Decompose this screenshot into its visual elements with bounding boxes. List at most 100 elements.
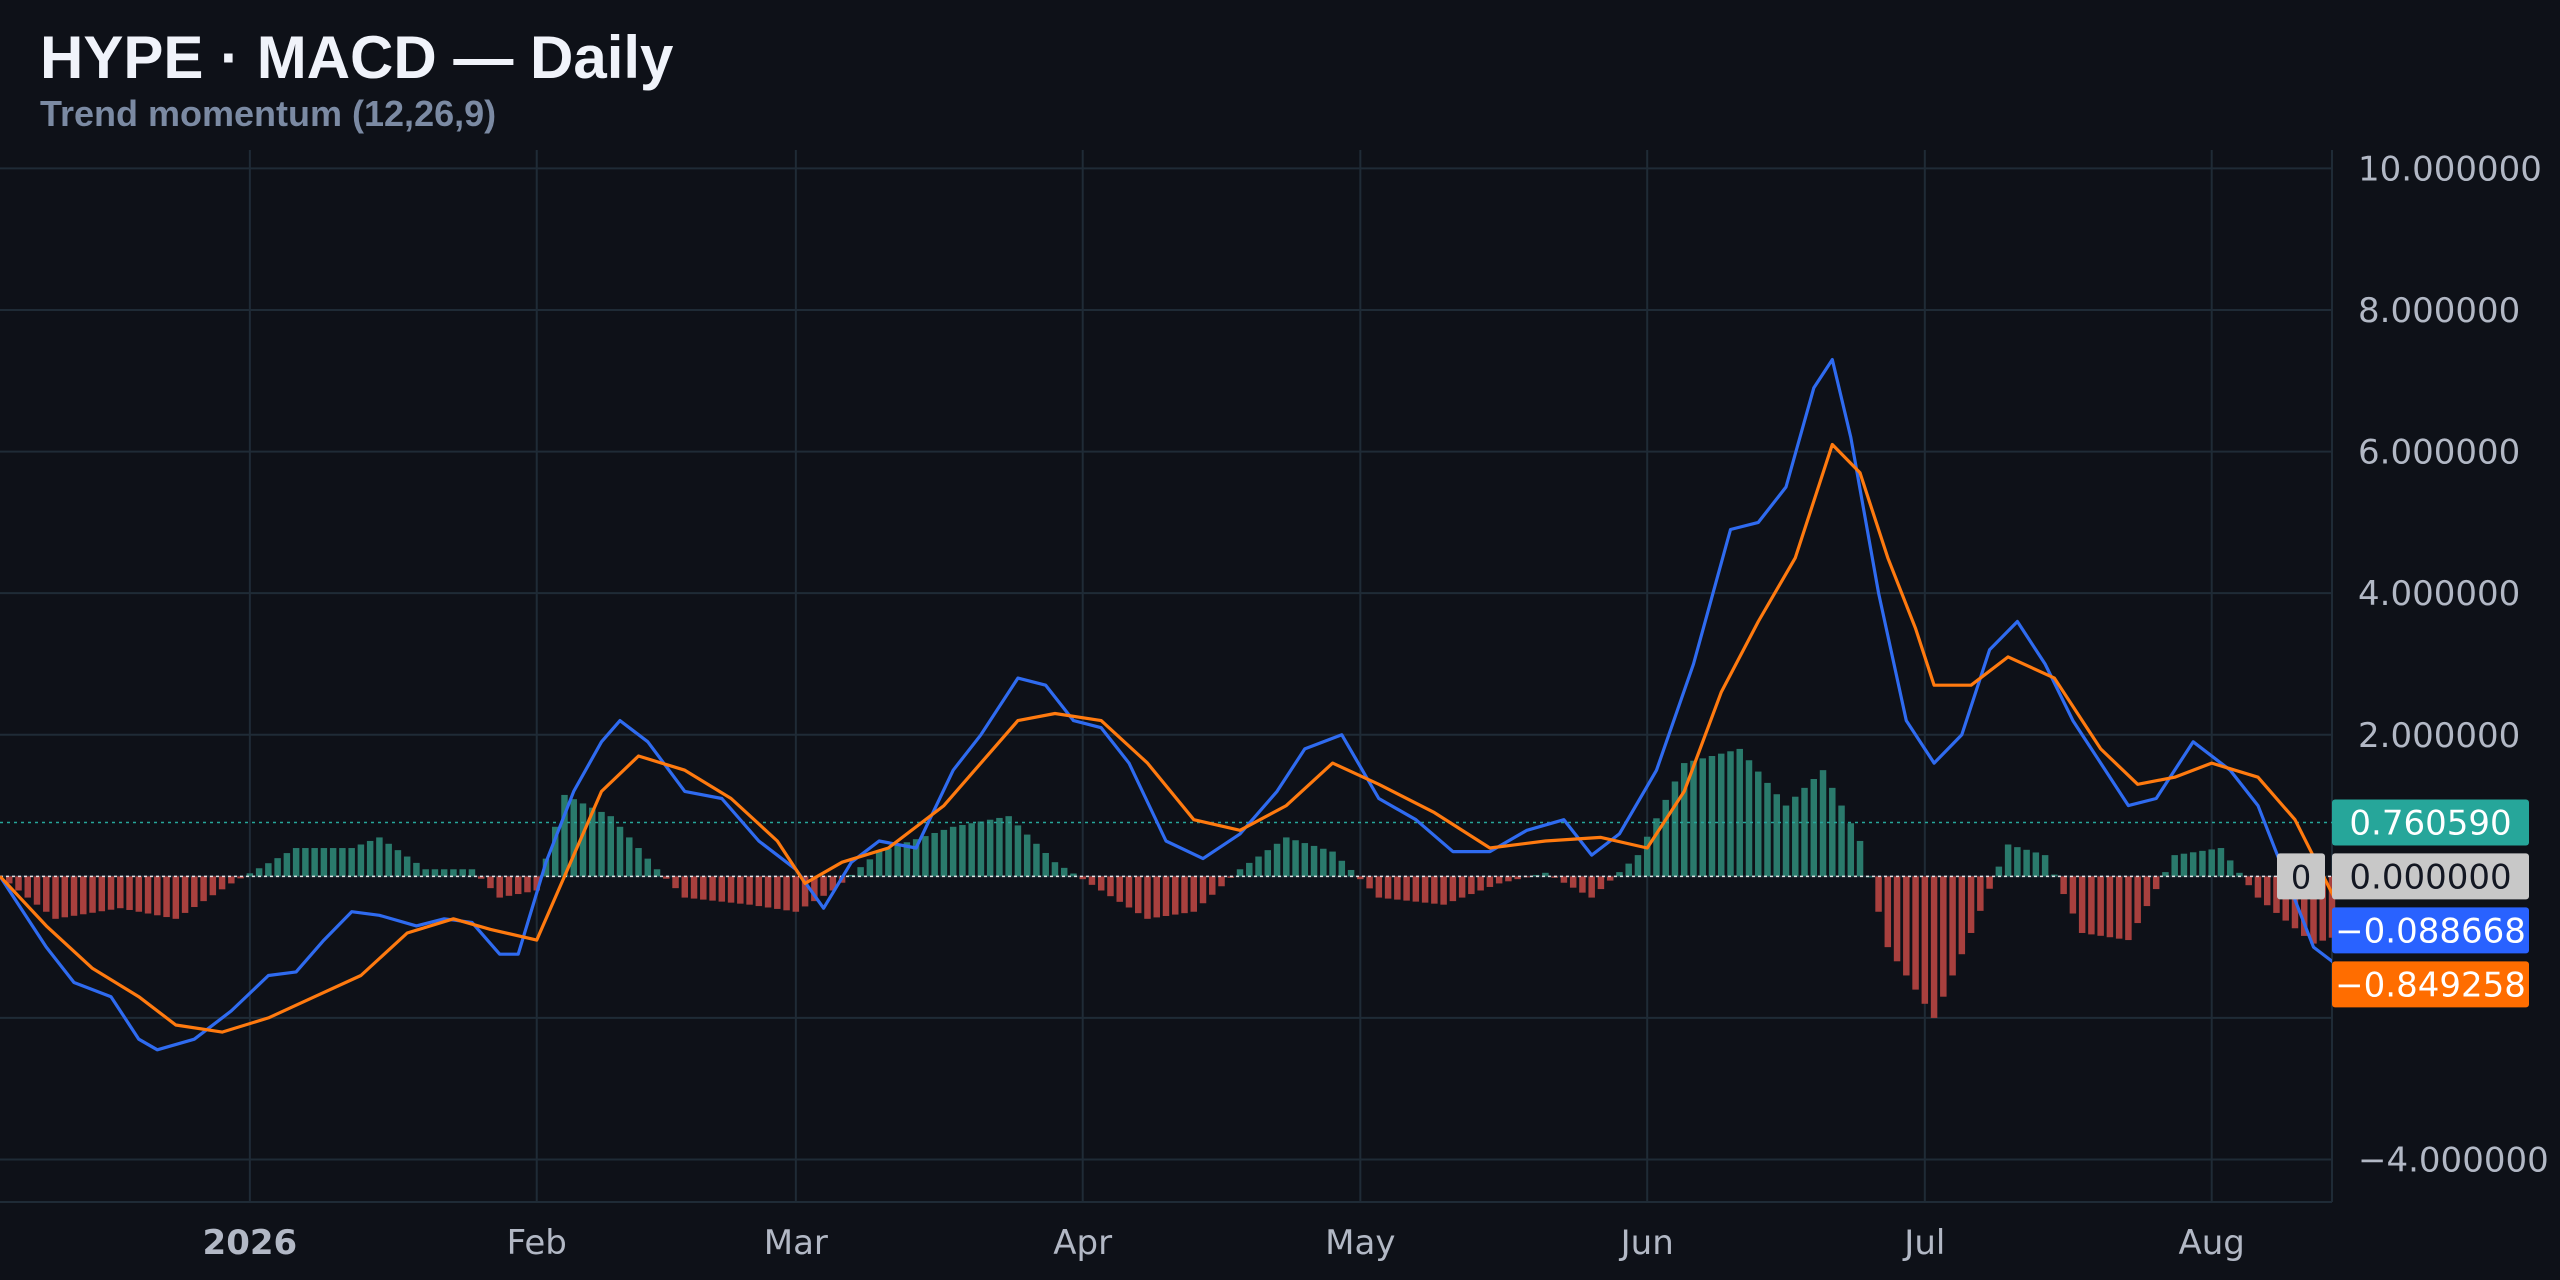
histogram-bar [2134, 876, 2141, 924]
histogram-bar [1671, 781, 1679, 877]
histogram-bar [1403, 876, 1410, 901]
value-tag-bg [2332, 799, 2529, 846]
histogram-bar [885, 848, 892, 877]
x-tick-label: Apr [1053, 1223, 1112, 1263]
histogram-bar [1421, 876, 1429, 903]
histogram-bar [163, 876, 170, 918]
histogram-bar [1125, 876, 1133, 908]
histogram-bar [1579, 876, 1586, 893]
histogram-bar [302, 848, 309, 877]
histogram-bar [1338, 860, 1346, 877]
histogram-bar [977, 821, 985, 877]
histogram-bar [2273, 876, 2280, 913]
histogram-bar [1847, 823, 1855, 877]
histogram-bar [727, 876, 735, 903]
value-tag-label: 0.760590 [2349, 804, 2511, 844]
histogram-bar [1680, 763, 1688, 877]
histogram-bar [126, 876, 133, 910]
histogram-bar [2004, 844, 2012, 877]
histogram-bar [2328, 876, 2336, 938]
histogram-bar [783, 876, 790, 911]
chart-title: HYPE · MACD — Daily [40, 24, 674, 91]
histogram-bar [1486, 876, 1494, 887]
histogram-bar [1468, 876, 1475, 895]
histogram-bar [1273, 843, 1281, 877]
histogram-bar [172, 876, 180, 919]
histogram-bar [1088, 876, 1096, 885]
histogram-bar [1625, 863, 1632, 877]
histogram-bar [107, 876, 115, 910]
histogram-bar [2060, 876, 2067, 895]
y-tick-label: 2.000000 [2358, 716, 2520, 756]
histogram-bar [1940, 876, 1947, 997]
histogram-bar [1616, 872, 1623, 877]
x-tick-label: Aug [2179, 1223, 2245, 1263]
histogram-bar [1199, 876, 1207, 904]
histogram-bar [496, 876, 503, 898]
histogram-bar [524, 876, 531, 893]
histogram-bar [70, 876, 78, 916]
histogram-bar [366, 840, 374, 877]
histogram-bar [1051, 862, 1059, 877]
histogram-bar [718, 876, 726, 902]
histogram-bar [1014, 825, 1022, 877]
histogram-bar [561, 794, 568, 877]
histogram-bar [2236, 872, 2243, 877]
value-tag-label: −0.849258 [2335, 965, 2526, 1005]
histogram-bar [681, 876, 689, 898]
histogram-bar [2254, 876, 2262, 898]
histogram-bar [1190, 876, 1198, 912]
histogram-bar [1394, 876, 1401, 900]
histogram-bar [1292, 840, 1299, 877]
histogram-bar [1653, 818, 1660, 877]
histogram-bar [1662, 799, 1669, 877]
histogram-bar [376, 837, 383, 877]
histogram-bar [1903, 876, 1910, 976]
histogram-bar [1116, 876, 1123, 902]
histogram-bar [52, 876, 59, 919]
histogram-bar [2199, 850, 2206, 877]
value-tag: −0.088668 [2332, 907, 2529, 954]
histogram-bar [1458, 876, 1466, 898]
value-tag-bg [2332, 961, 2529, 1008]
histogram-bar [1699, 758, 1706, 877]
histogram-bar [1357, 876, 1364, 880]
histogram-bar [1153, 876, 1160, 918]
histogram-bar [2078, 876, 2086, 933]
histogram-bar [1301, 843, 1309, 877]
y-tick-label: 8.000000 [2358, 291, 2520, 331]
histogram-bar [1505, 876, 1512, 882]
histogram-bar [1477, 876, 1484, 891]
histogram-bar [1079, 876, 1086, 880]
histogram-bar [1875, 876, 1882, 912]
histogram-bar [403, 856, 411, 877]
histogram-bar [265, 863, 272, 877]
histogram-bar [1060, 867, 1068, 877]
histogram-bar [1209, 876, 1216, 895]
histogram-bar [533, 876, 540, 891]
value-tag-label: 0.000000 [2349, 857, 2511, 897]
histogram-bar [857, 867, 864, 877]
histogram-bar [1431, 876, 1438, 904]
histogram-bar [1810, 779, 1818, 877]
histogram-bar [644, 858, 652, 877]
histogram-bar [1634, 855, 1642, 877]
histogram-bar [2023, 849, 2030, 877]
histogram-bar [422, 869, 429, 877]
histogram-bar [2115, 876, 2123, 939]
histogram-bar [1838, 805, 1845, 877]
value-tag: 0 0.000000 [2277, 853, 2529, 900]
histogram-bar [672, 876, 679, 889]
histogram-bar [2300, 876, 2308, 936]
histogram-bar [709, 876, 716, 901]
value-tag-prefix-bg [2277, 853, 2325, 900]
histogram-bar [1792, 796, 1799, 877]
y-tick-label: 10.000000 [2358, 149, 2542, 189]
y-tick-label: 4.000000 [2358, 574, 2520, 614]
histogram-bar [1569, 876, 1577, 888]
series-lines [0, 358, 2332, 1052]
histogram-bar [181, 876, 189, 913]
histogram-bar [570, 799, 577, 877]
histogram-bar [829, 876, 837, 891]
